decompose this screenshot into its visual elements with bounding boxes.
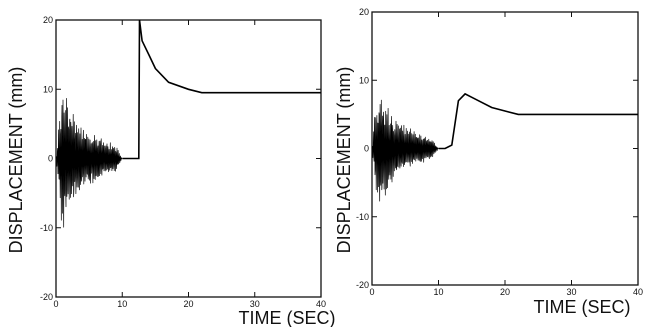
left-x-axis-title: TIME (SEC) — [239, 308, 336, 327]
right-x-axis-title: TIME (SEC) — [534, 297, 631, 317]
left-response-trace — [122, 19, 321, 160]
right-y-tick-label: 0 — [364, 144, 369, 154]
right-x-tick-label: 10 — [433, 287, 443, 297]
right-x-tick-label: 0 — [369, 287, 374, 297]
left-x-tick-label: 30 — [250, 299, 260, 309]
right-y-tick-label: 10 — [359, 75, 369, 85]
right-response-trace — [438, 92, 638, 150]
left-y-tick-label: 20 — [43, 15, 53, 25]
right-y-ticks: -20 -10 0 10 20 — [356, 7, 638, 290]
left-y-tick-label: -10 — [40, 223, 53, 233]
left-x-tick-label: 40 — [316, 299, 326, 309]
left-oscillation-trace — [55, 98, 123, 228]
left-y-tick-label: 10 — [43, 84, 53, 94]
left-x-ticks: 0 10 20 30 40 — [53, 20, 326, 309]
right-x-tick-label: 40 — [633, 287, 643, 297]
left-y-tick-label: 0 — [48, 154, 53, 164]
right-x-ticks: 0 10 20 30 40 — [369, 12, 643, 297]
right-y-axis-title: DISPLACEMENT (mm) — [334, 67, 354, 254]
left-x-tick-label: 10 — [117, 299, 127, 309]
left-x-tick-label: 0 — [53, 299, 58, 309]
right-x-tick-label: 30 — [566, 287, 576, 297]
right-y-tick-label: -20 — [356, 280, 369, 290]
left-y-tick-label: -20 — [40, 292, 53, 302]
left-x-tick-label: 20 — [183, 299, 193, 309]
right-traces — [371, 92, 638, 202]
right-x-tick-label: 20 — [500, 287, 510, 297]
right-y-tick-label: 20 — [359, 7, 369, 17]
right-oscillation-trace — [371, 99, 439, 202]
left-y-ticks: -20 -10 0 10 20 — [40, 15, 321, 302]
left-traces — [55, 19, 321, 228]
right-y-tick-label: -10 — [356, 212, 369, 222]
left-y-axis-title: DISPLACEMENT (mm) — [6, 67, 26, 254]
